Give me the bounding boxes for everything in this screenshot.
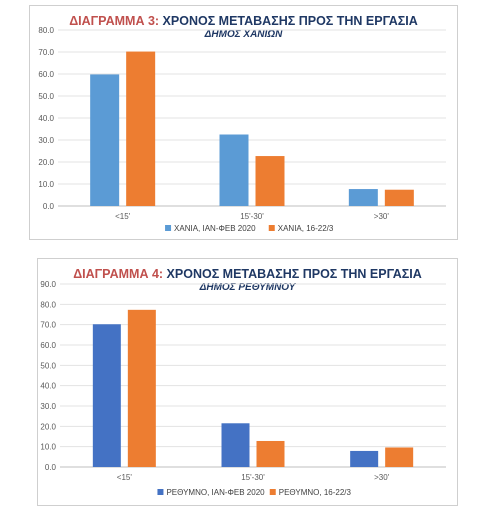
bar <box>255 156 285 206</box>
chart-subtitle: ΔΗΜΟΣ ΡΕΘΥΜΝΟΥ <box>199 282 296 293</box>
y-tick-label: 60.0 <box>40 341 56 350</box>
bar <box>385 447 414 467</box>
chart-title: ΔΙΑΓΡΑΜΜΑ 3: ΧΡΟΝΟΣ ΜΕΤΑΒΑΣΗΣ ΠΡΟΣ ΤΗΝ Ε… <box>30 14 457 28</box>
legend-label: ΡΕΘΥΜΝΟ, ΙΑΝ-ΦΕΒ 2020 <box>166 488 265 497</box>
y-tick-label: 10.0 <box>40 443 56 452</box>
chart-3: ΔΙΑΓΡΑΜΜΑ 3: ΧΡΟΝΟΣ ΜΕΤΑΒΑΣΗΣ ΠΡΟΣ ΤΗΝ Ε… <box>29 5 458 240</box>
x-tick-label: 15'-30' <box>241 473 265 482</box>
y-tick-label: 90.0 <box>40 280 56 289</box>
y-tick-label: 40.0 <box>40 382 56 391</box>
chart-4-plot: 0.0 10.0 20.0 30.0 40.0 50.0 60.0 70.0 80.0 90.0 <… <box>40 280 446 497</box>
y-tick-label: 40.0 <box>38 114 54 123</box>
bar <box>221 423 250 467</box>
chart-4: ΔΙΑΓΡΑΜΜΑ 4: ΧΡΟΝΟΣ ΜΕΤΑΒΑΣΗΣ ΠΡΟΣ ΤΗΝ Ε… <box>37 258 458 506</box>
bar <box>92 324 121 467</box>
bar <box>219 134 249 206</box>
chart-title-prefix: ΔΙΑΓΡΑΜΜΑ 4: <box>73 267 164 281</box>
x-tick-label: 15'-30' <box>240 212 264 221</box>
y-tick-label: 70.0 <box>40 321 56 330</box>
x-tick-label: <15' <box>117 473 133 482</box>
y-tick-label: 50.0 <box>38 92 54 101</box>
y-tick-label: 30.0 <box>40 402 56 411</box>
y-tick-label: 60.0 <box>38 70 54 79</box>
bar <box>126 51 156 207</box>
chart-subtitle: ΔΗΜΟΣ ΧΑΝΙΩΝ <box>204 29 283 40</box>
y-tick-label: 0.0 <box>45 463 57 472</box>
bar <box>127 309 156 467</box>
y-tick-label: 70.0 <box>38 48 54 57</box>
bar <box>90 74 120 206</box>
y-tick-label: 30.0 <box>38 136 54 145</box>
y-tick-label: 80.0 <box>38 26 54 35</box>
chart-3-plot: 0.0 10.0 20.0 30.0 40.0 50.0 60.0 70.0 80.0 <15' 1… <box>38 26 446 233</box>
y-tick-label: 20.0 <box>38 158 54 167</box>
chart-title-prefix: ΔΙΑΓΡΑΜΜΑ 3: <box>69 14 160 28</box>
x-tick-label: >30' <box>374 473 390 482</box>
chart-title-text: ΧΡΟΝΟΣ ΜΕΤΑΒΑΣΗΣ ΠΡΟΣ ΤΗΝ ΕΡΓΑΣΙΑ <box>166 267 422 281</box>
legend-swatch <box>165 225 172 231</box>
legend-label: ΧΑΝΙΑ, 16-22/3 <box>278 224 334 233</box>
y-tick-label: 10.0 <box>38 180 54 189</box>
bar <box>348 189 378 206</box>
bar <box>350 450 379 467</box>
x-tick-label: >30' <box>374 212 390 221</box>
y-tick-label: 50.0 <box>40 361 56 370</box>
legend-swatch <box>157 489 164 495</box>
y-tick-label: 20.0 <box>40 422 56 431</box>
chart-title: ΔΙΑΓΡΑΜΜΑ 4: ΧΡΟΝΟΣ ΜΕΤΑΒΑΣΗΣ ΠΡΟΣ ΤΗΝ Ε… <box>38 267 457 281</box>
y-tick-label: 80.0 <box>40 300 56 309</box>
legend-swatch <box>268 225 275 231</box>
bar <box>256 440 285 467</box>
legend-label: ΡΕΘΥΜΝΟ, 16-22/3 <box>279 488 352 497</box>
y-tick-label: 0.0 <box>43 202 55 211</box>
legend-label: ΧΑΝΙΑ, ΙΑΝ-ΦΕΒ 2020 <box>174 224 256 233</box>
chart-title-text: ΧΡΟΝΟΣ ΜΕΤΑΒΑΣΗΣ ΠΡΟΣ ΤΗΝ ΕΡΓΑΣΙΑ <box>162 14 418 28</box>
x-tick-label: <15' <box>115 212 131 221</box>
bar <box>384 189 414 206</box>
legend-swatch <box>269 489 276 495</box>
